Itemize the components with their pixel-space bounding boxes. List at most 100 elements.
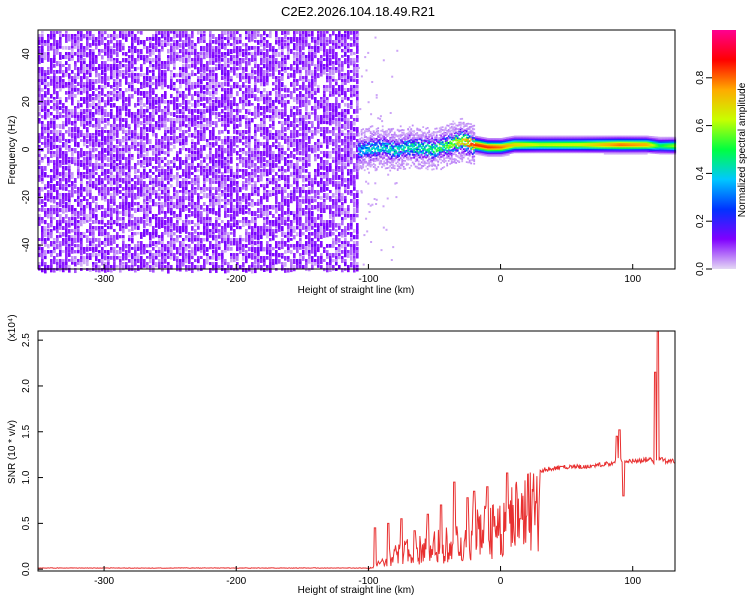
spectrogram-cell	[89, 229, 92, 233]
spectrogram-cell	[143, 58, 146, 62]
spectrogram-cell	[137, 91, 140, 96]
spectrogram-cell	[224, 193, 227, 198]
spectrogram-cell	[245, 196, 248, 200]
spectrogram-cell	[134, 88, 137, 93]
spectrogram-cell	[167, 181, 170, 185]
spectrogram-cell	[38, 139, 41, 144]
spectrogram-cell	[125, 64, 128, 67]
spectrogram-cell	[92, 52, 95, 56]
spectrogram-cell	[110, 76, 113, 80]
spectrogram-cell	[125, 76, 128, 80]
spectrogram-cell	[173, 202, 176, 208]
spectrogram-cell	[173, 85, 176, 90]
spectrogram-cell	[203, 178, 206, 184]
spectrogram-cell	[113, 136, 116, 142]
spectrogram-cell	[104, 61, 107, 67]
spectrogram-cell	[68, 82, 71, 87]
spectrogram-cell	[62, 265, 65, 269]
spectrogram-cell	[299, 121, 302, 126]
spectrogram-cell	[89, 79, 92, 85]
spectrogram-cell	[212, 94, 215, 100]
spectrogram-cell	[44, 127, 47, 131]
spectrogram-cell	[77, 247, 80, 253]
spectrogram-cell	[233, 97, 236, 101]
spectrogram-cell	[197, 148, 200, 152]
spectrogram-cell	[290, 91, 293, 95]
spectrogram-cell	[176, 127, 179, 130]
spectrogram-cell	[263, 211, 266, 216]
spectrogram-cell	[149, 118, 152, 123]
spectrogram-cell	[137, 202, 140, 207]
spectrogram-cell	[122, 187, 125, 191]
spectrogram-cell	[134, 259, 137, 262]
spectrogram-cell	[248, 103, 251, 107]
spectrogram-cell	[182, 187, 185, 192]
spectrogram-cell	[77, 187, 80, 192]
spectrogram-cell	[221, 256, 224, 260]
spectrogram-cell	[59, 133, 62, 138]
spectrogram-cell	[101, 31, 104, 35]
spectrogram-cell	[224, 79, 227, 82]
spectrogram-cell	[218, 169, 221, 174]
spectrogram-cell	[191, 157, 194, 163]
spectrogram-cell	[233, 217, 236, 220]
spectrogram-cell	[122, 178, 125, 183]
spectrogram-cell	[95, 67, 98, 73]
spectrogram-cell	[44, 43, 47, 46]
spectrogram-cell	[134, 262, 137, 267]
spectrogram-cell	[53, 31, 56, 35]
spectrogram-cell	[170, 85, 173, 91]
spectrogram-cell	[275, 181, 278, 184]
spectrogram-cell	[248, 31, 251, 37]
spectrogram-cell	[254, 97, 257, 101]
spectrogram-cell	[224, 208, 227, 213]
spectrogram-cell	[38, 40, 41, 46]
spectrogram-cell	[272, 178, 275, 182]
spectrogram-cell	[227, 160, 230, 163]
spectrogram-cell	[167, 226, 170, 230]
spectrogram-cell	[134, 46, 137, 51]
spectrogram-cell	[110, 169, 113, 175]
spectrogram-cell	[218, 145, 221, 149]
spectrogram-cell	[170, 250, 173, 254]
spectrogram-cell	[179, 85, 182, 89]
spectrogram-cell	[206, 88, 209, 92]
spectrogram-cell	[62, 115, 65, 118]
spectrogram-cell	[236, 55, 239, 60]
spectrogram-cell	[80, 52, 83, 57]
spectrogram-cell	[215, 190, 218, 196]
spectrogram-cell	[305, 34, 308, 38]
spectrogram-cell	[155, 154, 158, 159]
spectrogram-cell	[128, 97, 131, 102]
spectrogram-cell	[224, 67, 227, 71]
spectrogram-cell	[104, 163, 107, 167]
spectrogram-cell	[281, 43, 284, 48]
spectrogram-cell	[128, 244, 131, 247]
spectrogram-cell	[305, 196, 308, 200]
spectrogram-cell	[62, 109, 65, 114]
spectrogram-cell	[122, 58, 125, 63]
spectrogram-cell	[113, 70, 116, 75]
spectrogram-cell	[137, 208, 140, 212]
spectrogram-cell	[209, 115, 212, 120]
spectrogram-cell	[131, 94, 134, 99]
spectrogram-cell	[248, 154, 251, 160]
spectrogram-cell	[212, 178, 215, 183]
spectrogram-cell	[71, 223, 74, 226]
spectrogram-cell	[284, 43, 287, 48]
spectrogram-cell	[194, 229, 197, 234]
spectrogram-cell	[302, 79, 305, 85]
spectrogram-cell	[92, 106, 95, 110]
spectrogram-cell	[92, 262, 95, 265]
spectrogram-cell	[167, 55, 170, 60]
spectrogram-cell	[203, 52, 206, 56]
spectrogram-cell	[161, 166, 164, 170]
spectrogram-cell	[158, 82, 161, 87]
spectrogram-cell	[92, 244, 95, 247]
spectrogram-cell	[101, 91, 104, 96]
spectrogram-cell	[290, 265, 293, 270]
spectrogram-cell	[38, 208, 41, 212]
spectrogram-cell	[260, 157, 263, 161]
spectrogram-cell	[47, 112, 50, 116]
spectrogram-cell	[80, 151, 83, 157]
